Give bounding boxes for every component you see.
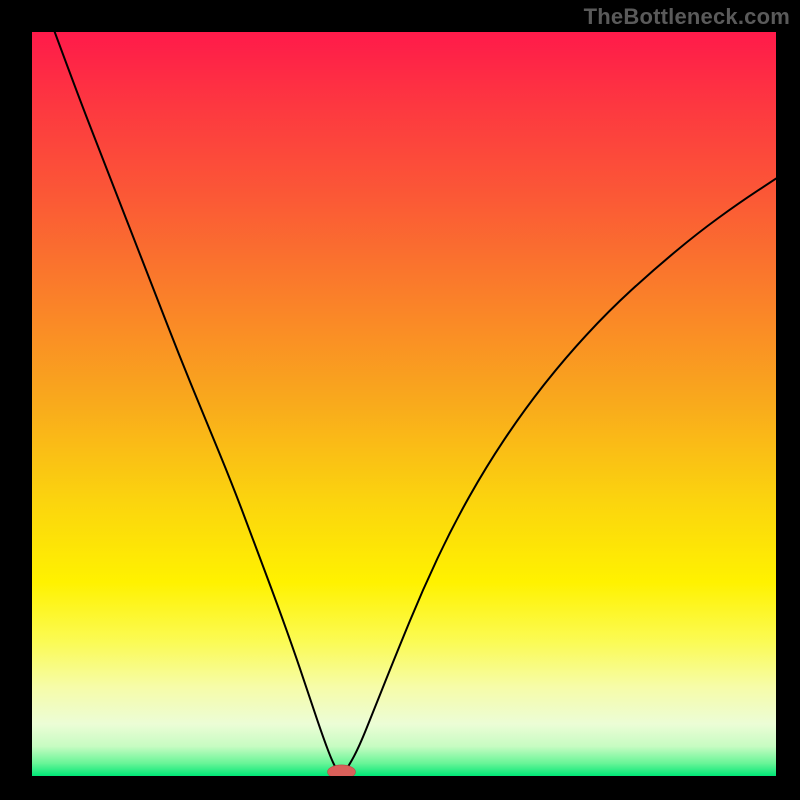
bottleneck-chart	[0, 0, 800, 800]
plot-gradient-background	[32, 32, 776, 776]
watermark-text: TheBottleneck.com	[584, 4, 790, 30]
